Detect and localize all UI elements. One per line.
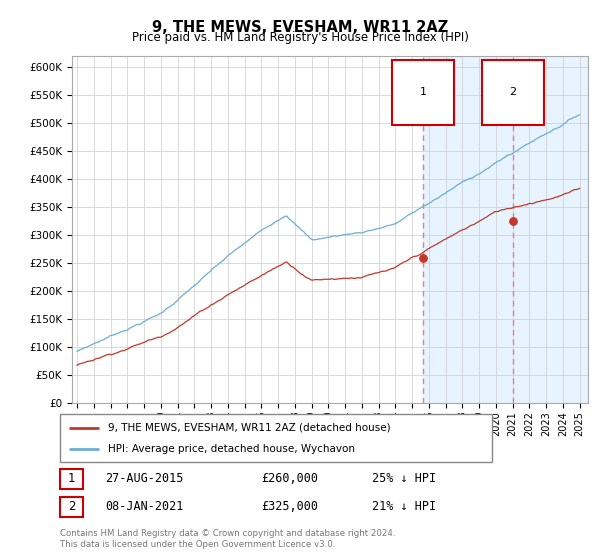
Text: Price paid vs. HM Land Registry's House Price Index (HPI): Price paid vs. HM Land Registry's House … <box>131 31 469 44</box>
Text: 9, THE MEWS, EVESHAM, WR11 2AZ: 9, THE MEWS, EVESHAM, WR11 2AZ <box>152 20 448 35</box>
Text: 2: 2 <box>509 87 517 97</box>
Point <box>508 217 518 226</box>
Text: 9, THE MEWS, EVESHAM, WR11 2AZ (detached house): 9, THE MEWS, EVESHAM, WR11 2AZ (detached… <box>107 423 390 433</box>
Text: 1: 1 <box>419 87 427 97</box>
Text: 2: 2 <box>68 500 75 514</box>
Text: £325,000: £325,000 <box>261 500 318 514</box>
Text: £260,000: £260,000 <box>261 472 318 486</box>
Text: 25% ↓ HPI: 25% ↓ HPI <box>372 472 436 486</box>
Text: 08-JAN-2021: 08-JAN-2021 <box>105 500 184 514</box>
Text: Contains HM Land Registry data © Crown copyright and database right 2024.: Contains HM Land Registry data © Crown c… <box>60 529 395 538</box>
FancyBboxPatch shape <box>60 497 83 517</box>
FancyBboxPatch shape <box>60 469 83 489</box>
Text: This data is licensed under the Open Government Licence v3.0.: This data is licensed under the Open Gov… <box>60 540 335 549</box>
Point <box>418 253 428 262</box>
Text: 1: 1 <box>68 472 75 486</box>
Text: HPI: Average price, detached house, Wychavon: HPI: Average price, detached house, Wych… <box>107 444 355 454</box>
Bar <box>576 56 588 403</box>
Text: 21% ↓ HPI: 21% ↓ HPI <box>372 500 436 514</box>
Text: 27-AUG-2015: 27-AUG-2015 <box>105 472 184 486</box>
Bar <box>423 56 588 403</box>
